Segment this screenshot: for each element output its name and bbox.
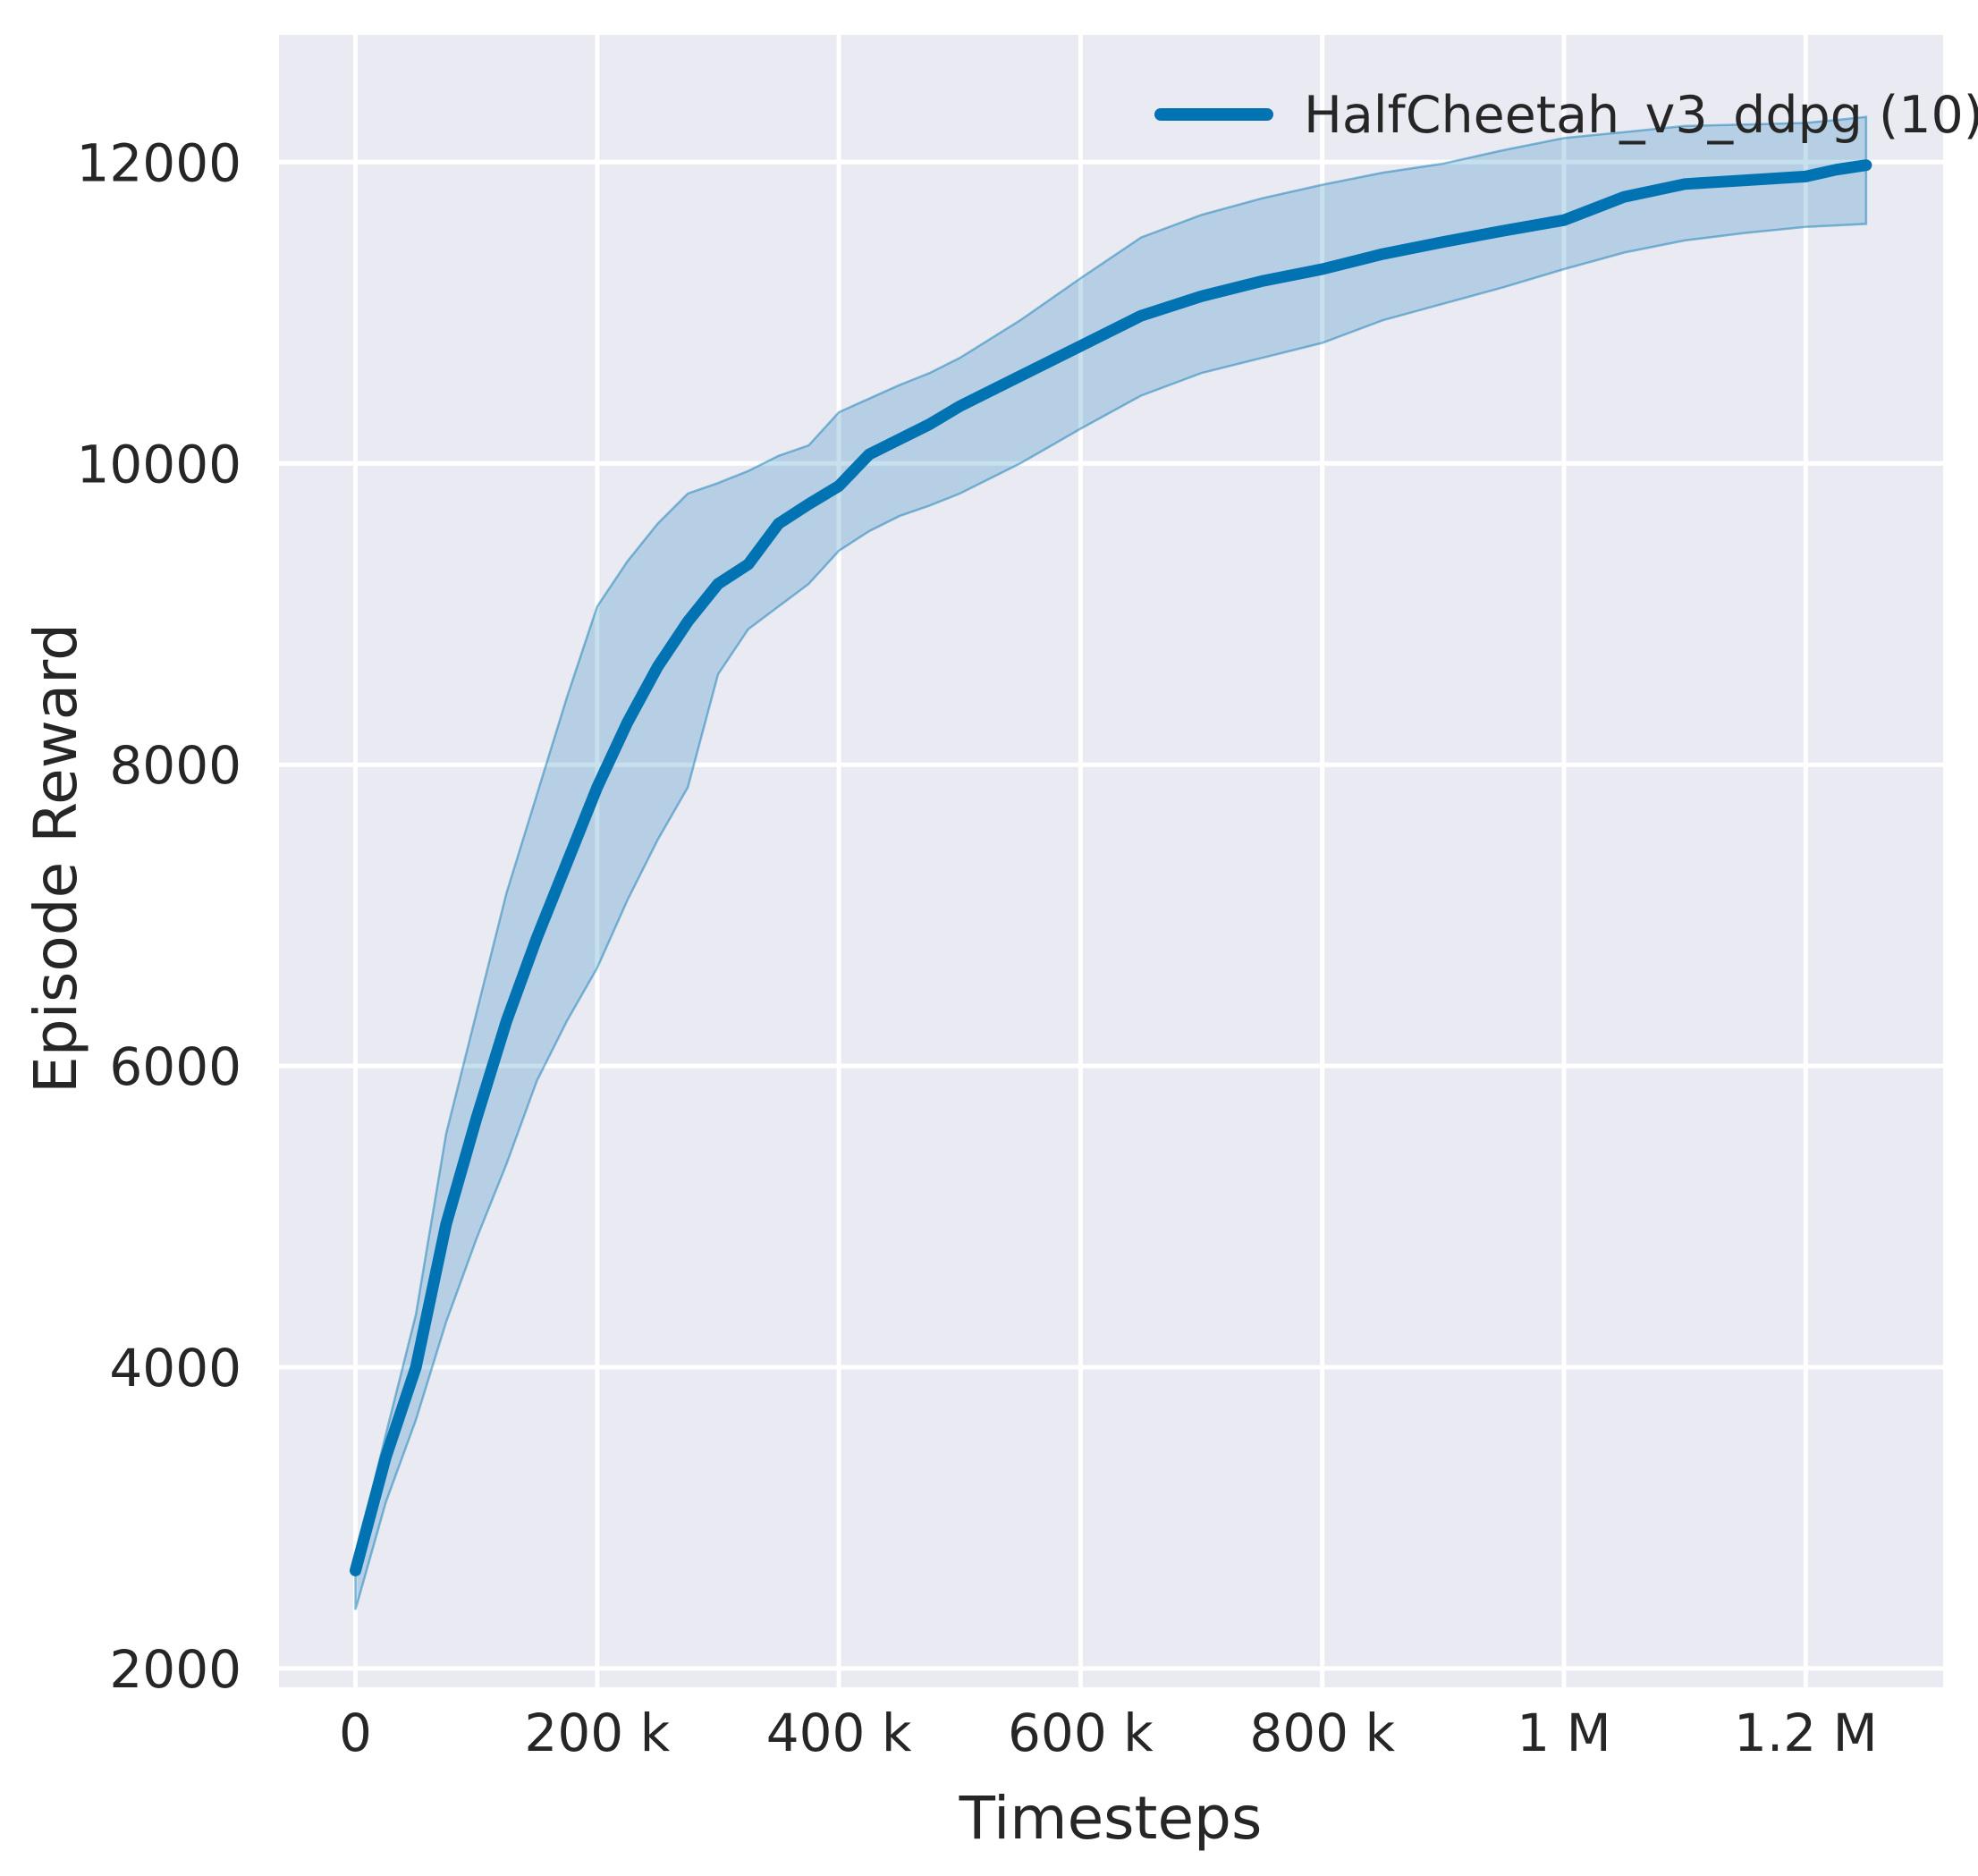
legend: HalfCheetah_v3_ddpg (10) — [1154, 86, 1978, 145]
x-tick-label: 0 — [339, 1703, 372, 1763]
y-tick-label: 10000 — [76, 434, 241, 494]
plot-background-layer — [279, 35, 1943, 1687]
x-axis-label: Timesteps — [959, 1784, 1263, 1853]
y-tick-label: 2000 — [109, 1639, 241, 1700]
y-tick-label: 8000 — [109, 735, 241, 796]
y-tick-label: 6000 — [109, 1036, 241, 1097]
x-tick-label: 400 k — [766, 1703, 912, 1763]
y-tick-label: 12000 — [76, 132, 241, 193]
plot-area — [279, 35, 1943, 1687]
x-tick-label: 200 k — [524, 1703, 670, 1763]
tick-label-layer: 0 200 k 400 k 600 k 800 k 1 M 1.2 M 2000 4000 600… — [76, 132, 1877, 1763]
series-layer — [350, 115, 1872, 1610]
y-axis-label: Episode Reward — [21, 623, 90, 1094]
x-tick-label: 800 k — [1249, 1703, 1395, 1763]
x-tick-label: 600 k — [1008, 1703, 1154, 1763]
grid-layer — [279, 35, 1943, 1687]
y-tick-label: 4000 — [109, 1338, 241, 1399]
series-mean-line — [350, 159, 1872, 1576]
legend-series-label: HalfCheetah_v3_ddpg (10) — [1304, 86, 1978, 145]
confidence-band — [354, 115, 1868, 1610]
x-tick-label: 1.2 M — [1734, 1703, 1878, 1763]
x-tick-label: 1 M — [1517, 1703, 1610, 1763]
